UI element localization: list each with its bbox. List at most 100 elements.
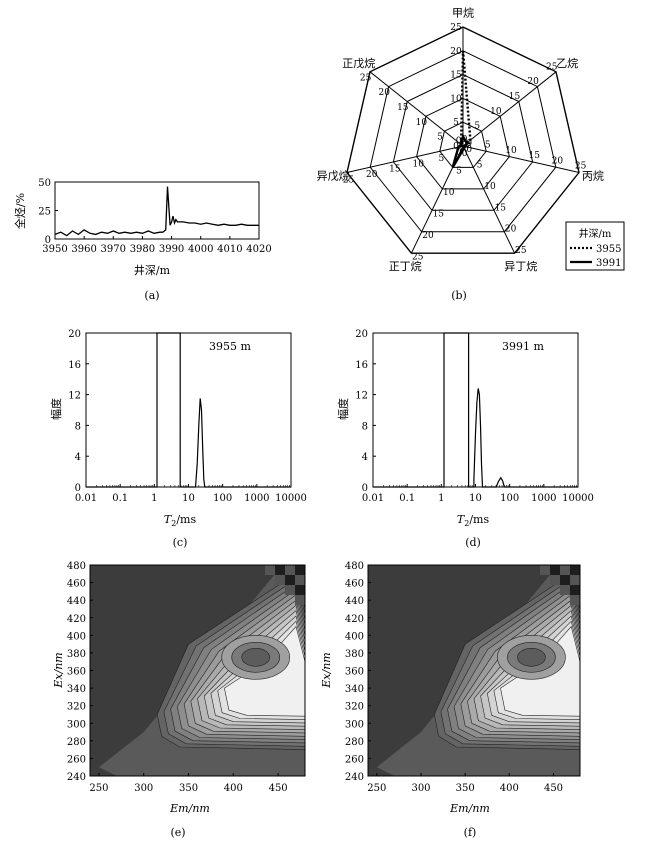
plot-frame-d: [372, 332, 579, 488]
ylabel-d: 幅度: [336, 398, 350, 420]
radar-ring-label: 0: [456, 148, 462, 158]
xlabel-c-main: T: [164, 513, 173, 526]
panel-a: 3950 3960 3970 3980 3990 4000 4010 4020 0 25 50 全烃…: [13, 178, 272, 302]
radar-ring-label: 15: [528, 151, 540, 161]
y-tick-label-d: 16: [355, 360, 368, 371]
y-tick-label-f: 280: [345, 737, 364, 748]
x-tick-label-e: 250: [89, 783, 108, 794]
x-tick-label-f: 350: [456, 783, 475, 794]
radar-axis-label: 异丁烷: [504, 259, 537, 273]
y-tick-label-f: 460: [345, 579, 364, 590]
y-tick-label-e: 320: [67, 702, 86, 713]
radar-axis-label: 乙烷: [556, 56, 578, 70]
radar-ring-label: 20: [552, 156, 564, 166]
radar-ring-label: 20: [527, 77, 539, 87]
radar-ring-label: 0: [462, 149, 468, 159]
radar-ring-label: 5: [474, 122, 480, 132]
corner-cell-e: [295, 565, 305, 575]
y-tick-label-d: 20: [355, 329, 368, 340]
radar-ring-label: 20: [450, 47, 462, 57]
radar-axis-label: 甲烷: [452, 6, 474, 20]
y-tick-label-e: 380: [67, 649, 86, 660]
radar-ring-label: 15: [397, 103, 409, 113]
radar-ring-label: 15: [495, 203, 507, 213]
y-tick-label-d: 12: [355, 391, 368, 402]
radar-ring-label: 15: [433, 209, 445, 219]
y-tick-label-c: 4: [75, 452, 81, 463]
y-tick-label-f: 340: [345, 684, 364, 695]
xlabel-c-sub: 2: [171, 519, 176, 528]
radar-axis-label: 正丁烷: [389, 259, 422, 273]
radar-ring-label: 5: [477, 160, 483, 170]
radar-ring: [416, 97, 510, 190]
y-tick-label-c: 8: [75, 421, 81, 432]
y-tick-label-f: 360: [345, 667, 364, 678]
panel-e: 250 300 350 400 450 240 260 280 300 320 340 360 380 4…: [52, 561, 306, 839]
y-tick-label-e: 440: [67, 596, 86, 607]
xlabel-f: Em/nm: [449, 802, 490, 815]
y-tick-label-a: 50: [38, 178, 51, 189]
legend-label-3955: 3955: [596, 244, 621, 255]
caption-b: (b): [451, 289, 467, 302]
y-tick-label-e: 260: [67, 754, 86, 765]
y-tick-label-d: 4: [362, 452, 368, 463]
x-tick-label-a: 3950: [42, 244, 67, 255]
legend-b: 井深/m 3955 3991: [565, 221, 625, 271]
corner-cell-e: [275, 575, 285, 585]
y-tick-label-e: 400: [67, 631, 86, 642]
y-tick-label-f: 300: [345, 719, 364, 730]
x-tick-label-a: 3970: [101, 244, 126, 255]
contour-plot-f: 250 300 350 400 450 240 260 280 300 320 340 360 380 4…: [345, 561, 581, 794]
corner-cell-f: [570, 595, 580, 605]
y-tick-label-e: 360: [67, 667, 86, 678]
x-tick-label-d: 10: [469, 493, 482, 504]
radar-chart-b: 0510152025甲烷0510152025乙烷0510152025丙烷0510…: [317, 6, 604, 273]
panel-c: 0.01 0.1 1 10 100 1000 10000 0 4 8 12 16 20 3955 m 幅…: [49, 329, 307, 549]
y-tick-label-e: 420: [67, 614, 86, 625]
radar-ring: [369, 50, 557, 233]
series-line-c: [86, 332, 291, 488]
x-tick-label-d: 0.01: [362, 493, 384, 504]
xlabel-d: T2/ms: [457, 513, 490, 528]
y-tick-label-e: 300: [67, 719, 86, 730]
corner-cell-e: [275, 565, 285, 575]
y-tick-label-f: 400: [345, 631, 364, 642]
y-tick-label-d: 0: [362, 483, 368, 494]
x-tick-label-d: 0.1: [399, 493, 415, 504]
x-tick-label-a: 4020: [246, 244, 271, 255]
plot-area-a: 3950 3960 3970 3980 3990 4000 4010 4020 0 25 50: [38, 178, 271, 255]
x-tick-label-a: 4010: [217, 244, 242, 255]
ylabel-f: Ex/nm: [320, 652, 333, 688]
radar-ring-label: 0: [466, 145, 472, 155]
radar-ring-label: 5: [439, 154, 445, 164]
radar-ring-label: 0: [456, 137, 462, 147]
radar-ring-label: 10: [490, 107, 502, 117]
ylabel-e: Ex/nm: [52, 652, 65, 688]
corner-cell-e: [295, 585, 305, 595]
contour-layer-e: [90, 565, 305, 776]
legend-label-3991: 3991: [596, 258, 621, 269]
x-tick-label-e: 350: [179, 783, 198, 794]
radar-axis-label: 正戊烷: [342, 56, 375, 70]
panel-f: 250 300 350 400 450 240 260 280 300 320 340 360 380 4…: [320, 561, 581, 839]
y-tick-label-f: 440: [345, 596, 364, 607]
x-tick-label-e: 400: [224, 783, 243, 794]
radar-spoke: [346, 145, 464, 173]
radar-axis-label: 丙烷: [582, 169, 604, 183]
corner-cell-f: [560, 575, 570, 585]
radar-ring-label: 15: [389, 165, 401, 175]
x-tick-label-a: 3990: [159, 244, 184, 255]
caption-f: (f): [464, 826, 477, 839]
y-tick-label-e: 480: [67, 561, 86, 572]
y-tick-label-f: 380: [345, 649, 364, 660]
peak-contour-e: [241, 648, 271, 667]
contour-plot-e: 250 300 350 400 450 240 260 280 300 320 340 360 380 4…: [67, 561, 306, 794]
x-tick-label-a: 4000: [188, 244, 213, 255]
radar-ring-label: 5: [453, 118, 459, 128]
radar-ring: [346, 26, 580, 254]
series-line-d: [373, 332, 578, 488]
corner-cell-f: [550, 575, 560, 585]
radar-ring-label: 25: [575, 162, 587, 172]
radar-ring-label: 15: [450, 71, 462, 81]
